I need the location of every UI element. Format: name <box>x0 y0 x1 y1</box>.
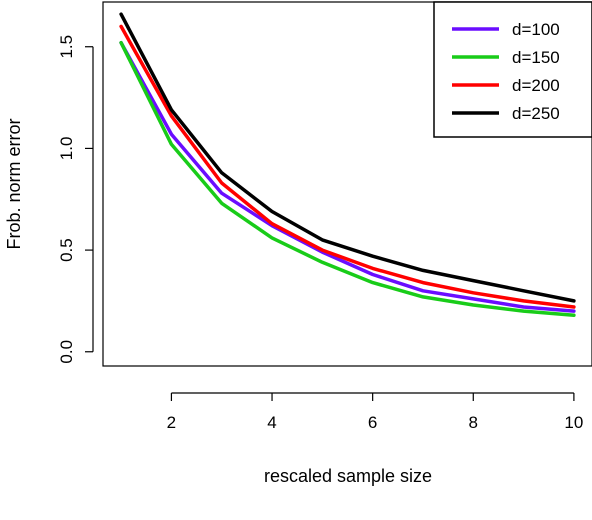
y-tick-label: 1.5 <box>57 35 76 59</box>
plot-frame <box>102 1 592 367</box>
series-layer <box>119 12 576 317</box>
series-line-d=250 <box>119 12 576 303</box>
x-tick-label: 2 <box>167 413 176 432</box>
series-line-d=100 <box>119 40 576 313</box>
x-tick-label: 8 <box>469 413 478 432</box>
legend-label: d=150 <box>512 48 560 67</box>
legend-label: d=200 <box>512 76 560 95</box>
x-axis: 2 4 6 8 10 <box>167 392 583 432</box>
x-tick-label: 4 <box>267 413 276 432</box>
series-line-d=200 <box>119 24 576 309</box>
y-axis: 0.0 0.5 1.0 1.5 <box>57 35 94 364</box>
y-tick-label: 1.0 <box>57 137 76 161</box>
x-axis-label: rescaled sample size <box>264 466 432 486</box>
y-tick-label: 0.5 <box>57 238 76 262</box>
legend: d=100 d=150 d=200 d=250 <box>433 1 592 138</box>
y-axis-label: Frob. norm error <box>4 118 24 249</box>
legend-label: d=100 <box>512 20 560 39</box>
x-tick-label: 6 <box>368 413 377 432</box>
legend-label: d=250 <box>512 104 560 123</box>
y-tick-label: 0.0 <box>57 340 76 364</box>
series-line-d=150 <box>119 40 576 317</box>
x-tick-label: 10 <box>564 413 583 432</box>
